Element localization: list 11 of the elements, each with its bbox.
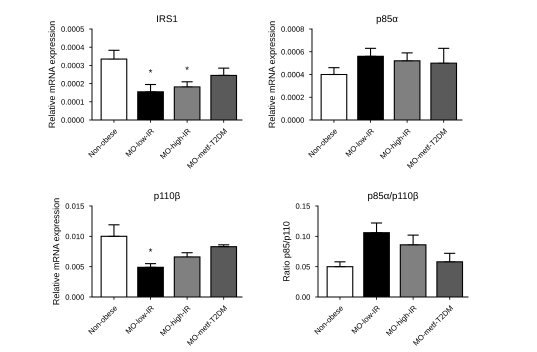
chart-title: p85α/p110β (368, 192, 418, 202)
annotation: * (148, 69, 152, 73)
y-axis-title: Relative mRNA expression (48, 21, 57, 128)
annotation: * (148, 248, 152, 252)
y-axis-title: Relative mRNA expression (268, 21, 277, 128)
annotation: * (185, 66, 189, 70)
chart-title: p85α (376, 15, 398, 24)
chart-title: IRS1 (157, 15, 178, 22)
y-axis-title: Ratio p85/p110 (282, 222, 292, 282)
chart-title: p110β (154, 192, 180, 202)
y-axis-title: Relative mRNA expression (52, 198, 62, 304)
